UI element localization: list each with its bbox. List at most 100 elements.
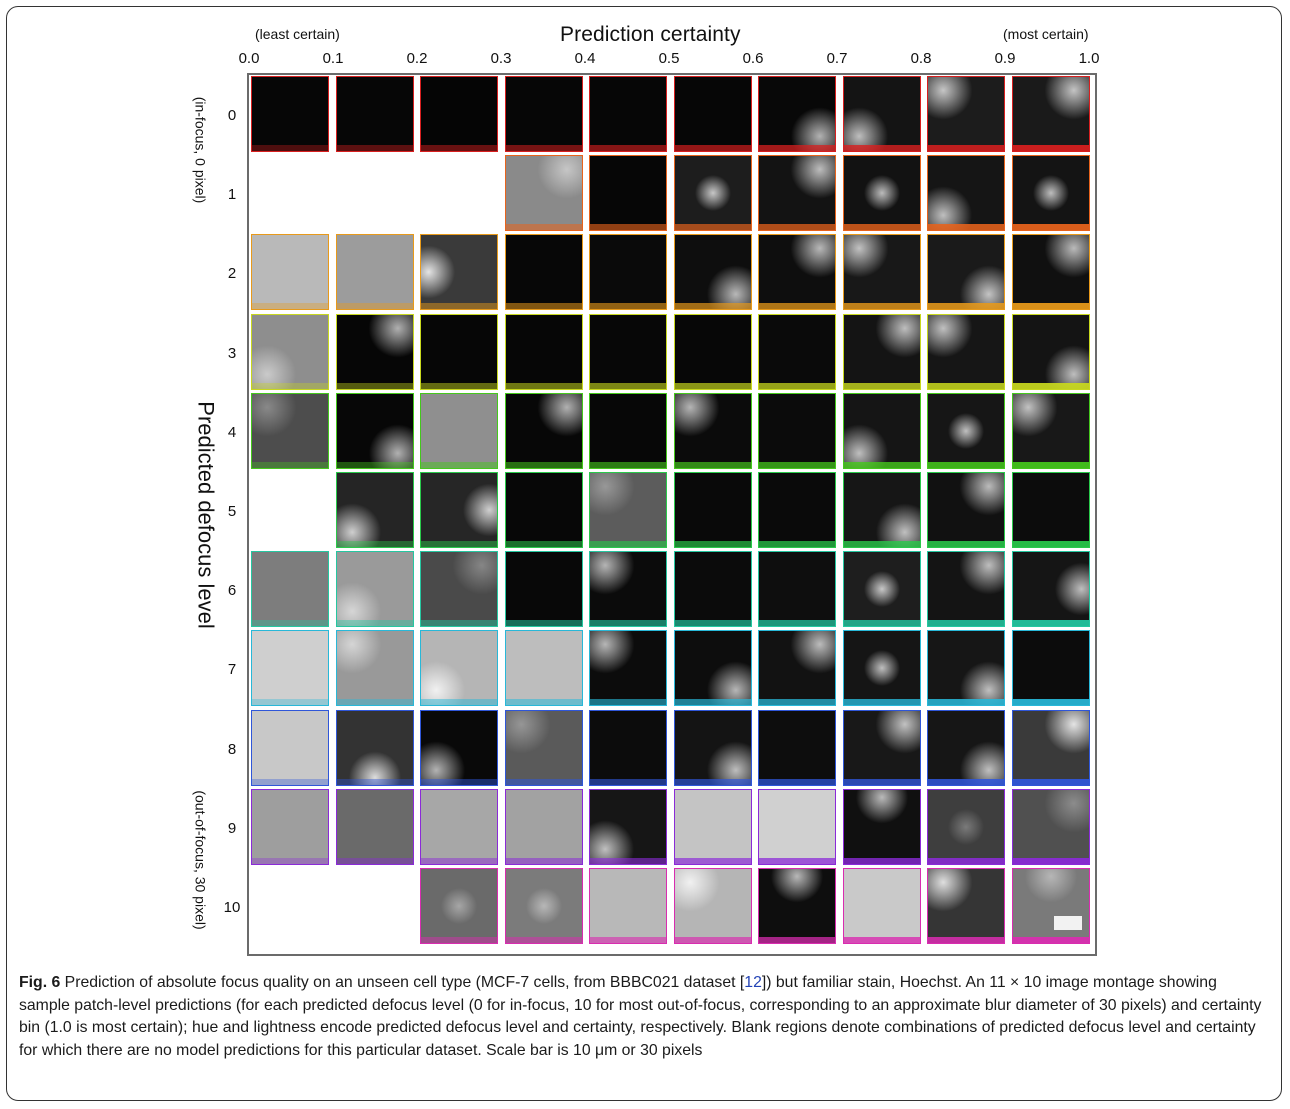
certainty-color-strip xyxy=(505,224,582,231)
y-bottom-label: (out-of-focus, 30 pixel) xyxy=(192,790,209,930)
certainty-color-strip xyxy=(759,145,835,151)
montage-tile xyxy=(335,234,414,311)
montage-tile xyxy=(1011,76,1090,152)
certainty-color-strip xyxy=(590,303,666,310)
montage-tile xyxy=(927,868,1005,944)
montage-tile xyxy=(927,472,1005,548)
x-tick-label: 1.0 xyxy=(1078,50,1100,67)
certainty-color-strip xyxy=(336,699,413,706)
certainty-color-strip xyxy=(674,382,751,389)
most-certain-label: (most certain) xyxy=(1003,26,1089,42)
certainty-color-strip xyxy=(843,937,920,943)
montage-tile xyxy=(335,313,414,390)
certainty-color-strip xyxy=(590,145,666,151)
montage-tile xyxy=(758,76,836,152)
certainty-color-strip xyxy=(252,778,328,785)
certainty-color-strip xyxy=(843,382,920,389)
row-label: 6 xyxy=(227,582,237,600)
montage-tile xyxy=(504,76,583,152)
montage-tile xyxy=(758,788,836,865)
montage-tile xyxy=(589,788,667,865)
montage-tile xyxy=(335,630,414,707)
certainty-color-strip xyxy=(928,699,1004,706)
certainty-color-strip xyxy=(1012,778,1089,785)
montage-tile xyxy=(1011,630,1090,707)
caption-text-2: ]) but familiar stain, Hoechst. An 11 × … xyxy=(19,974,1262,1059)
certainty-color-strip xyxy=(421,699,497,706)
x-tick-label: 0.8 xyxy=(910,50,932,67)
montage-tile xyxy=(589,234,667,311)
certainty-color-strip xyxy=(1012,224,1089,231)
montage-tile xyxy=(1011,788,1090,865)
x-tick-label: 0.5 xyxy=(658,50,680,67)
certainty-color-strip xyxy=(421,303,497,310)
montage-tile xyxy=(335,788,414,865)
montage-tile xyxy=(842,472,921,548)
certainty-color-strip xyxy=(505,541,582,547)
row-label: 5 xyxy=(227,503,237,520)
certainty-color-strip xyxy=(421,620,497,627)
certainty-color-strip xyxy=(843,541,920,547)
row-label: 8 xyxy=(227,740,237,758)
certainty-color-strip xyxy=(759,541,835,547)
montage-tile xyxy=(673,472,752,548)
certainty-color-strip xyxy=(336,303,413,310)
certainty-color-strip xyxy=(674,857,751,864)
montage-tile xyxy=(420,392,498,469)
certainty-color-strip xyxy=(252,145,328,151)
certainty-color-strip xyxy=(674,541,751,547)
montage-tile xyxy=(673,551,752,628)
row-label: 7 xyxy=(227,661,237,679)
certainty-color-strip xyxy=(928,620,1004,627)
montage-tile xyxy=(589,472,667,548)
certainty-color-strip xyxy=(336,145,413,151)
montage-tile xyxy=(758,472,836,548)
certainty-color-strip xyxy=(843,857,920,864)
certainty-color-strip xyxy=(252,857,328,864)
caption-text-1: Prediction of absolute focus quality on … xyxy=(60,974,745,991)
certainty-color-strip xyxy=(1012,857,1089,864)
certainty-color-strip xyxy=(928,303,1004,310)
montage-tile xyxy=(927,788,1005,865)
montage-tile xyxy=(420,630,498,707)
montage-tile xyxy=(335,392,414,469)
certainty-color-strip xyxy=(843,145,920,151)
certainty-color-strip xyxy=(759,620,835,627)
montage-tile xyxy=(758,313,836,390)
caption-reference-link[interactable]: 12 xyxy=(744,974,762,991)
certainty-color-strip xyxy=(421,937,497,943)
certainty-color-strip xyxy=(252,303,328,310)
certainty-color-strip xyxy=(1012,303,1089,310)
row-label: 2 xyxy=(227,265,237,283)
certainty-color-strip xyxy=(759,382,835,389)
least-certain-label: (least certain) xyxy=(255,26,340,42)
montage-tile xyxy=(1011,155,1090,232)
certainty-color-strip xyxy=(590,857,666,864)
certainty-color-strip xyxy=(252,699,328,706)
montage-tile xyxy=(251,788,329,865)
montage-tile xyxy=(504,868,583,944)
certainty-color-strip xyxy=(421,778,497,785)
certainty-color-strip xyxy=(590,461,666,468)
montage-tile xyxy=(842,76,921,152)
figure-title: Prediction certainty xyxy=(560,23,741,46)
certainty-color-strip xyxy=(590,620,666,627)
row-label: 4 xyxy=(227,423,237,441)
montage-tile xyxy=(927,234,1005,311)
certainty-color-strip xyxy=(928,857,1004,864)
figure-caption: Fig. 6 Prediction of absolute focus qual… xyxy=(19,972,1271,1062)
y-axis-label: Predicted defocus level xyxy=(193,401,219,629)
certainty-color-strip xyxy=(336,461,413,468)
certainty-color-strip xyxy=(759,857,835,864)
montage-tile xyxy=(1011,709,1090,786)
montage-tile xyxy=(927,392,1005,469)
certainty-color-strip xyxy=(928,145,1004,151)
montage-tile xyxy=(335,709,414,786)
certainty-color-strip xyxy=(759,699,835,706)
montage-tile xyxy=(758,868,836,944)
scale-bar xyxy=(1053,916,1082,930)
montage-tile xyxy=(251,313,329,390)
montage-tile xyxy=(842,313,921,390)
certainty-color-strip xyxy=(1012,461,1089,468)
certainty-color-strip xyxy=(505,857,582,864)
